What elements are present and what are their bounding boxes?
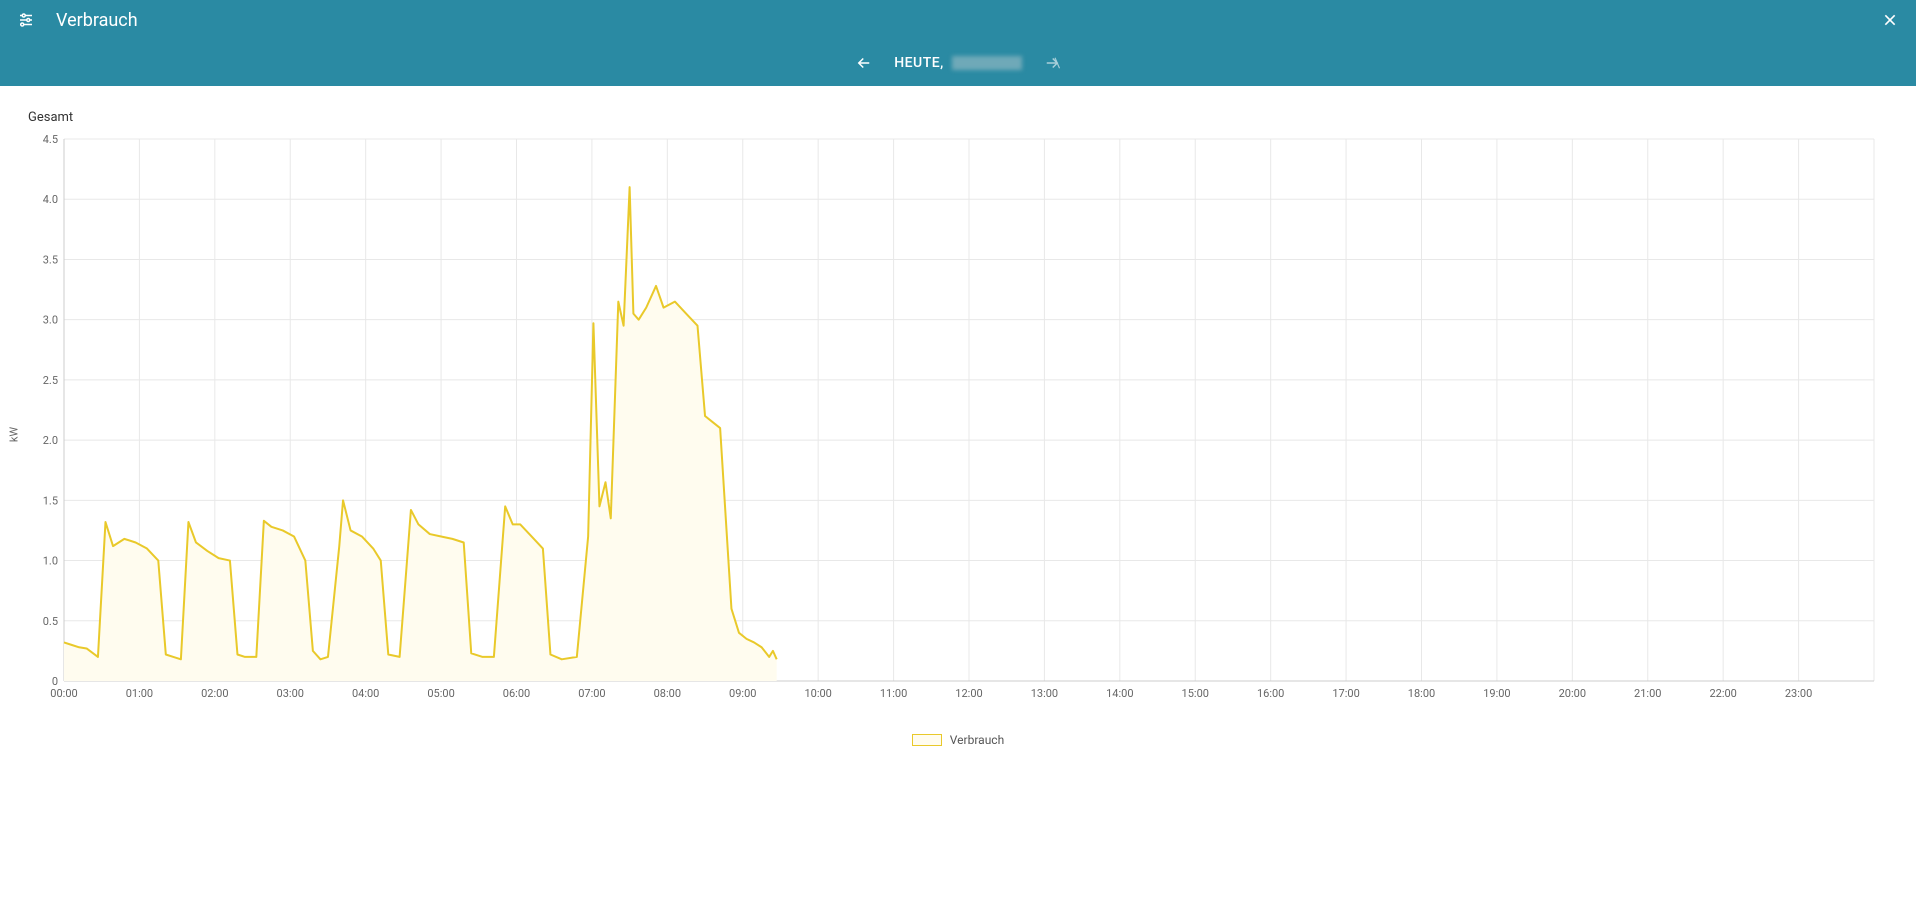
svg-text:12:00: 12:00	[955, 687, 982, 700]
svg-text:03:00: 03:00	[277, 687, 304, 700]
svg-text:15:00: 15:00	[1182, 687, 1209, 700]
svg-text:10:00: 10:00	[804, 687, 831, 700]
chart-legend: Verbrauch	[24, 733, 1892, 747]
svg-text:21:00: 21:00	[1634, 687, 1661, 700]
current-date-label: HEUTE,	[894, 55, 1022, 71]
svg-text:19:00: 19:00	[1483, 687, 1510, 700]
svg-text:17:00: 17:00	[1332, 687, 1359, 700]
svg-text:06:00: 06:00	[503, 687, 530, 700]
svg-text:09:00: 09:00	[729, 687, 756, 700]
close-icon[interactable]	[1882, 12, 1900, 30]
svg-text:18:00: 18:00	[1408, 687, 1435, 700]
y-axis-label: kW	[8, 427, 21, 442]
svg-text:04:00: 04:00	[352, 687, 379, 700]
header-top-row: Verbrauch	[0, 0, 1916, 40]
svg-text:16:00: 16:00	[1257, 687, 1284, 700]
svg-text:3.5: 3.5	[43, 253, 58, 266]
svg-text:23:00: 23:00	[1785, 687, 1812, 700]
legend-label: Verbrauch	[950, 733, 1004, 747]
date-prefix: HEUTE,	[894, 55, 944, 71]
next-day-arrow-icon[interactable]	[1042, 53, 1062, 73]
settings-icon[interactable]	[16, 10, 36, 30]
chart-title: Gesamt	[28, 110, 1892, 125]
svg-text:08:00: 08:00	[654, 687, 681, 700]
svg-text:0.5: 0.5	[43, 615, 58, 628]
svg-text:2.5: 2.5	[43, 374, 58, 387]
svg-text:20:00: 20:00	[1559, 687, 1586, 700]
prev-day-arrow-icon[interactable]	[854, 53, 874, 73]
svg-text:2.0: 2.0	[43, 434, 58, 447]
date-redacted	[952, 56, 1022, 70]
svg-text:1.0: 1.0	[43, 555, 58, 568]
page-title: Verbrauch	[56, 10, 138, 31]
chart-area: kW 00.51.01.52.02.53.03.54.04.500:0001:0…	[24, 133, 1892, 723]
svg-text:3.0: 3.0	[43, 314, 58, 327]
svg-text:11:00: 11:00	[880, 687, 907, 700]
svg-text:1.5: 1.5	[43, 494, 58, 507]
consumption-chart: 00.51.01.52.02.53.03.54.04.500:0001:0002…	[24, 133, 1884, 703]
svg-text:13:00: 13:00	[1031, 687, 1058, 700]
chart-content: Gesamt kW 00.51.01.52.02.53.03.54.04.500…	[0, 86, 1916, 912]
date-navigator: HEUTE,	[0, 40, 1916, 86]
legend-swatch	[912, 734, 942, 746]
svg-text:4.5: 4.5	[43, 133, 58, 146]
svg-text:02:00: 02:00	[201, 687, 228, 700]
svg-text:05:00: 05:00	[427, 687, 454, 700]
svg-text:14:00: 14:00	[1106, 687, 1133, 700]
app-header: Verbrauch HEUTE,	[0, 0, 1916, 86]
svg-text:01:00: 01:00	[126, 687, 153, 700]
svg-text:4.0: 4.0	[43, 193, 58, 206]
svg-text:07:00: 07:00	[578, 687, 605, 700]
svg-text:00:00: 00:00	[50, 687, 77, 700]
svg-text:22:00: 22:00	[1709, 687, 1736, 700]
